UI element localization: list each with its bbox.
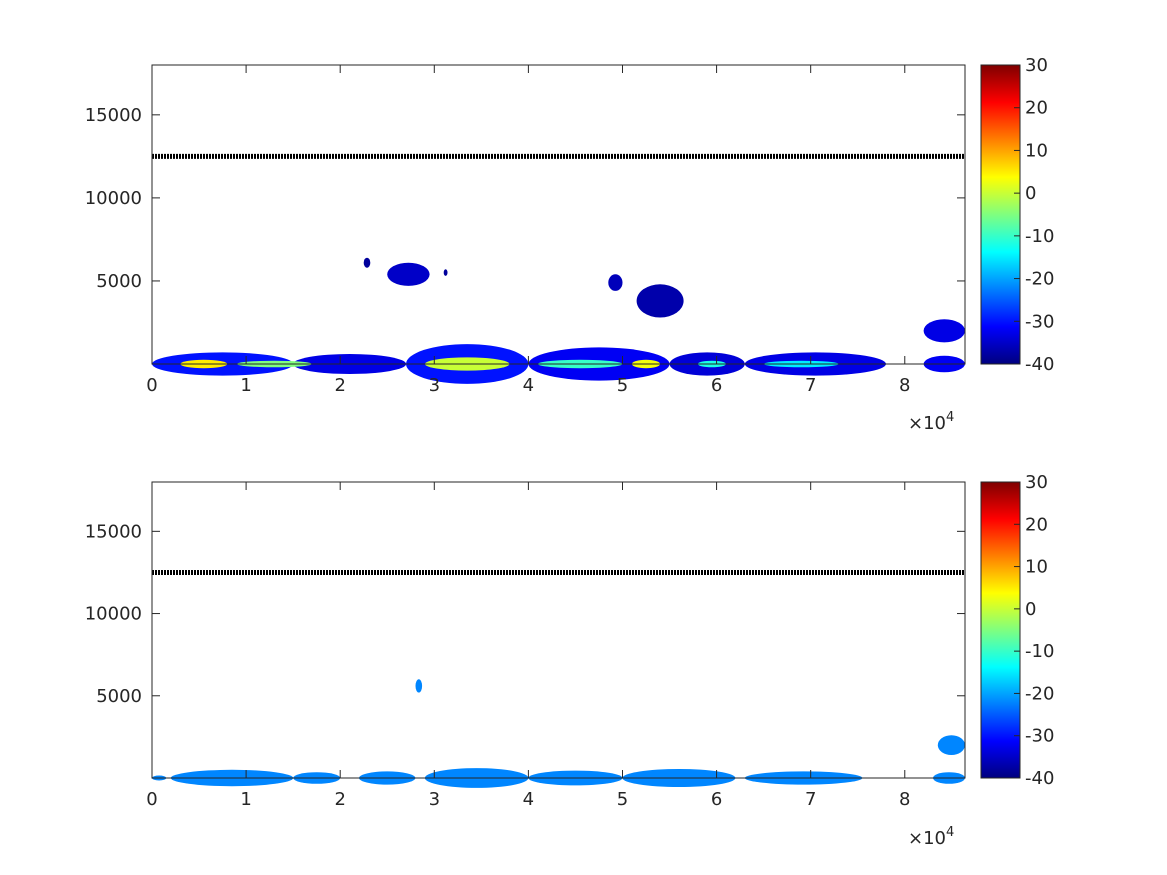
bottom-x-tick-label: 1 [240, 789, 251, 810]
top-colorbar-tick-label: 30 [1025, 55, 1048, 76]
top-y-tick-label: 10000 [85, 188, 142, 209]
bottom-colorbar-tick-label: -30 [1025, 726, 1054, 747]
bottom-axes-box [151, 481, 966, 779]
top-data-region [387, 262, 430, 286]
bottom-data-region [415, 679, 423, 693]
bottom-plot-area [152, 482, 965, 778]
top-x-exponent: ×104 [908, 410, 954, 434]
bottom-x-ticks: 0 1 2 3 4 5 6 7 8 [146, 482, 911, 810]
top-colorbar-tick-label: 0 [1025, 183, 1036, 204]
bottom-x-tick-label: 0 [146, 789, 157, 810]
top-x-tick-label: 5 [617, 375, 628, 396]
top-colorbar-frame [980, 64, 1021, 365]
top-colorbar-ticks: -40 -30 -20 -10 0 10 20 30 [1014, 55, 1054, 375]
bottom-colorbar-frame [980, 481, 1021, 779]
top-colorbar-tick-label: -20 [1025, 269, 1054, 290]
bottom-colorbar-tick-label: 20 [1025, 514, 1048, 535]
top-data-region [636, 284, 684, 318]
bottom-x-exponent-power: 4 [946, 825, 954, 840]
top-x-tick-label: 2 [334, 375, 345, 396]
bottom-y-ticks: 5000 10000 15000 [85, 521, 965, 707]
top-colorbar [981, 65, 1020, 364]
top-colorbar-tick-label: -30 [1025, 311, 1054, 332]
top-data-region [608, 274, 623, 291]
top-colorbar-tick-label: 10 [1025, 140, 1048, 161]
top-data-region [443, 269, 448, 276]
bottom-colorbar [981, 482, 1020, 778]
bottom-colorbar-tick-label: 30 [1025, 472, 1048, 493]
top-colorbar-tick-label: -40 [1025, 354, 1054, 375]
top-y-tick-label: 5000 [96, 271, 142, 292]
bottom-x-exponent: ×104 [908, 825, 954, 849]
top-y-ticks: 5000 10000 15000 [85, 105, 965, 292]
top-x-tick-label: 1 [240, 375, 251, 396]
top-x-ticks: 0 1 2 3 4 5 6 7 8 [146, 65, 911, 396]
top-plot-area [152, 65, 965, 364]
bottom-x-tick-label: 6 [711, 789, 722, 810]
top-colorbar-tick-label: -10 [1025, 226, 1054, 247]
bottom-colorbar-tick-label: -40 [1025, 768, 1054, 789]
top-axes-box [151, 64, 966, 365]
top-data-region [363, 257, 371, 268]
bottom-x-tick-label: 2 [334, 789, 345, 810]
top-x-tick-label: 0 [146, 375, 157, 396]
bottom-colorbar-tick-label: 10 [1025, 557, 1048, 578]
bottom-colorbar-tick-label: 0 [1025, 599, 1036, 620]
top-data-region [923, 319, 965, 343]
bottom-x-tick-label: 4 [523, 789, 534, 810]
bottom-colorbar-ticks: -40 -30 -20 -10 0 10 20 30 [1014, 472, 1054, 789]
top-x-tick-label: 3 [429, 375, 440, 396]
top-colorbar-tick-label: 20 [1025, 98, 1048, 119]
bottom-y-tick-label: 15000 [85, 521, 142, 542]
top-x-tick-label: 6 [711, 375, 722, 396]
bottom-colorbar-tick-label: -10 [1025, 641, 1054, 662]
bottom-x-tick-label: 3 [429, 789, 440, 810]
top-x-tick-label: 4 [523, 375, 534, 396]
bottom-data-region [937, 735, 966, 755]
bottom-x-tick-label: 7 [805, 789, 816, 810]
bottom-x-tick-label: 8 [899, 789, 910, 810]
bottom-y-tick-label: 5000 [96, 686, 142, 707]
top-x-tick-label: 8 [899, 375, 910, 396]
top-x-exponent-power: 4 [946, 410, 954, 425]
bottom-colorbar-tick-label: -20 [1025, 683, 1054, 704]
top-x-tick-label: 7 [805, 375, 816, 396]
bottom-y-tick-label: 10000 [85, 604, 142, 625]
top-y-tick-label: 15000 [85, 105, 142, 126]
bottom-x-tick-label: 5 [617, 789, 628, 810]
